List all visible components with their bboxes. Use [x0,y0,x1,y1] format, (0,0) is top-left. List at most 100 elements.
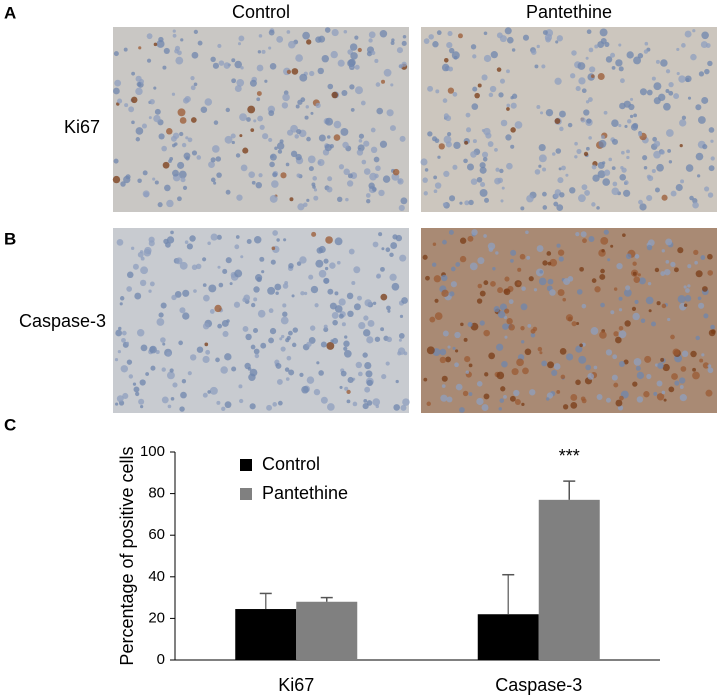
cell [308,274,314,280]
cell [660,149,665,155]
cell [560,374,566,380]
cell [695,335,700,341]
cell [202,322,210,330]
cell [546,397,550,401]
cell [272,230,278,236]
cell [247,105,256,114]
cell [135,137,141,142]
cell [470,178,478,185]
cell [276,238,280,242]
cell [148,116,152,120]
cell [488,92,494,98]
cell [596,394,603,400]
cell [286,129,294,136]
cell [707,192,714,198]
cell [317,67,324,75]
cell [253,297,258,302]
cell [618,124,622,128]
cell [499,78,506,84]
cell [439,356,447,364]
cell [311,182,316,187]
cell [643,165,648,170]
cell [343,349,352,358]
cell [382,175,391,183]
cell [527,323,532,328]
cell [323,327,329,333]
cell [340,127,349,136]
cell [510,144,515,149]
cell [332,319,338,326]
cell [122,392,129,400]
cell [226,319,230,323]
cell [426,401,431,407]
cell [240,255,244,259]
cell [135,127,144,135]
cell [155,349,160,355]
cell [538,154,547,163]
cell [398,338,402,342]
cell [542,167,547,172]
cell [174,45,181,51]
cell [349,84,355,90]
cell [538,164,542,168]
cell [651,76,656,81]
cell [140,256,145,261]
cell [401,61,407,67]
cell [644,41,649,46]
cell [494,177,501,185]
cell [132,382,137,386]
cell [324,27,331,33]
cell [209,386,218,395]
cell [149,345,157,354]
cell [621,150,625,155]
cell [235,235,240,239]
cell [603,110,608,115]
cell [204,342,209,347]
cell [350,52,358,60]
cell [371,50,376,55]
cell [676,47,680,52]
cell [513,389,520,397]
cell [652,136,658,142]
cell [390,41,395,45]
cell [597,170,606,179]
cell [149,98,155,105]
cell [472,139,477,144]
cell [205,349,211,355]
cell [177,108,186,117]
cell [600,236,609,245]
cell [364,361,372,370]
y-axis-label: Percentage of positive cells [117,446,137,665]
cell [445,356,452,363]
cell [314,303,319,308]
cell [556,35,564,42]
cell [246,117,251,122]
cell [455,383,463,391]
cell [179,307,186,314]
cell [363,329,371,337]
cell [272,402,277,407]
cell [471,229,478,236]
cell [653,150,661,159]
cell [586,118,592,124]
cell [368,31,376,39]
cell [622,233,626,237]
cell [588,235,595,242]
cell [131,96,138,104]
cell [653,82,662,91]
cell [177,50,182,56]
cell [611,138,619,145]
cell [354,86,363,95]
cell [454,362,459,368]
cell [351,280,356,285]
cell [498,92,504,98]
cell [257,50,262,54]
cell [441,274,448,282]
cell [590,327,599,335]
cell [603,229,609,235]
cell [124,103,129,108]
cell [585,364,592,371]
cell [434,312,443,321]
cell [647,239,655,247]
cell [312,176,318,181]
